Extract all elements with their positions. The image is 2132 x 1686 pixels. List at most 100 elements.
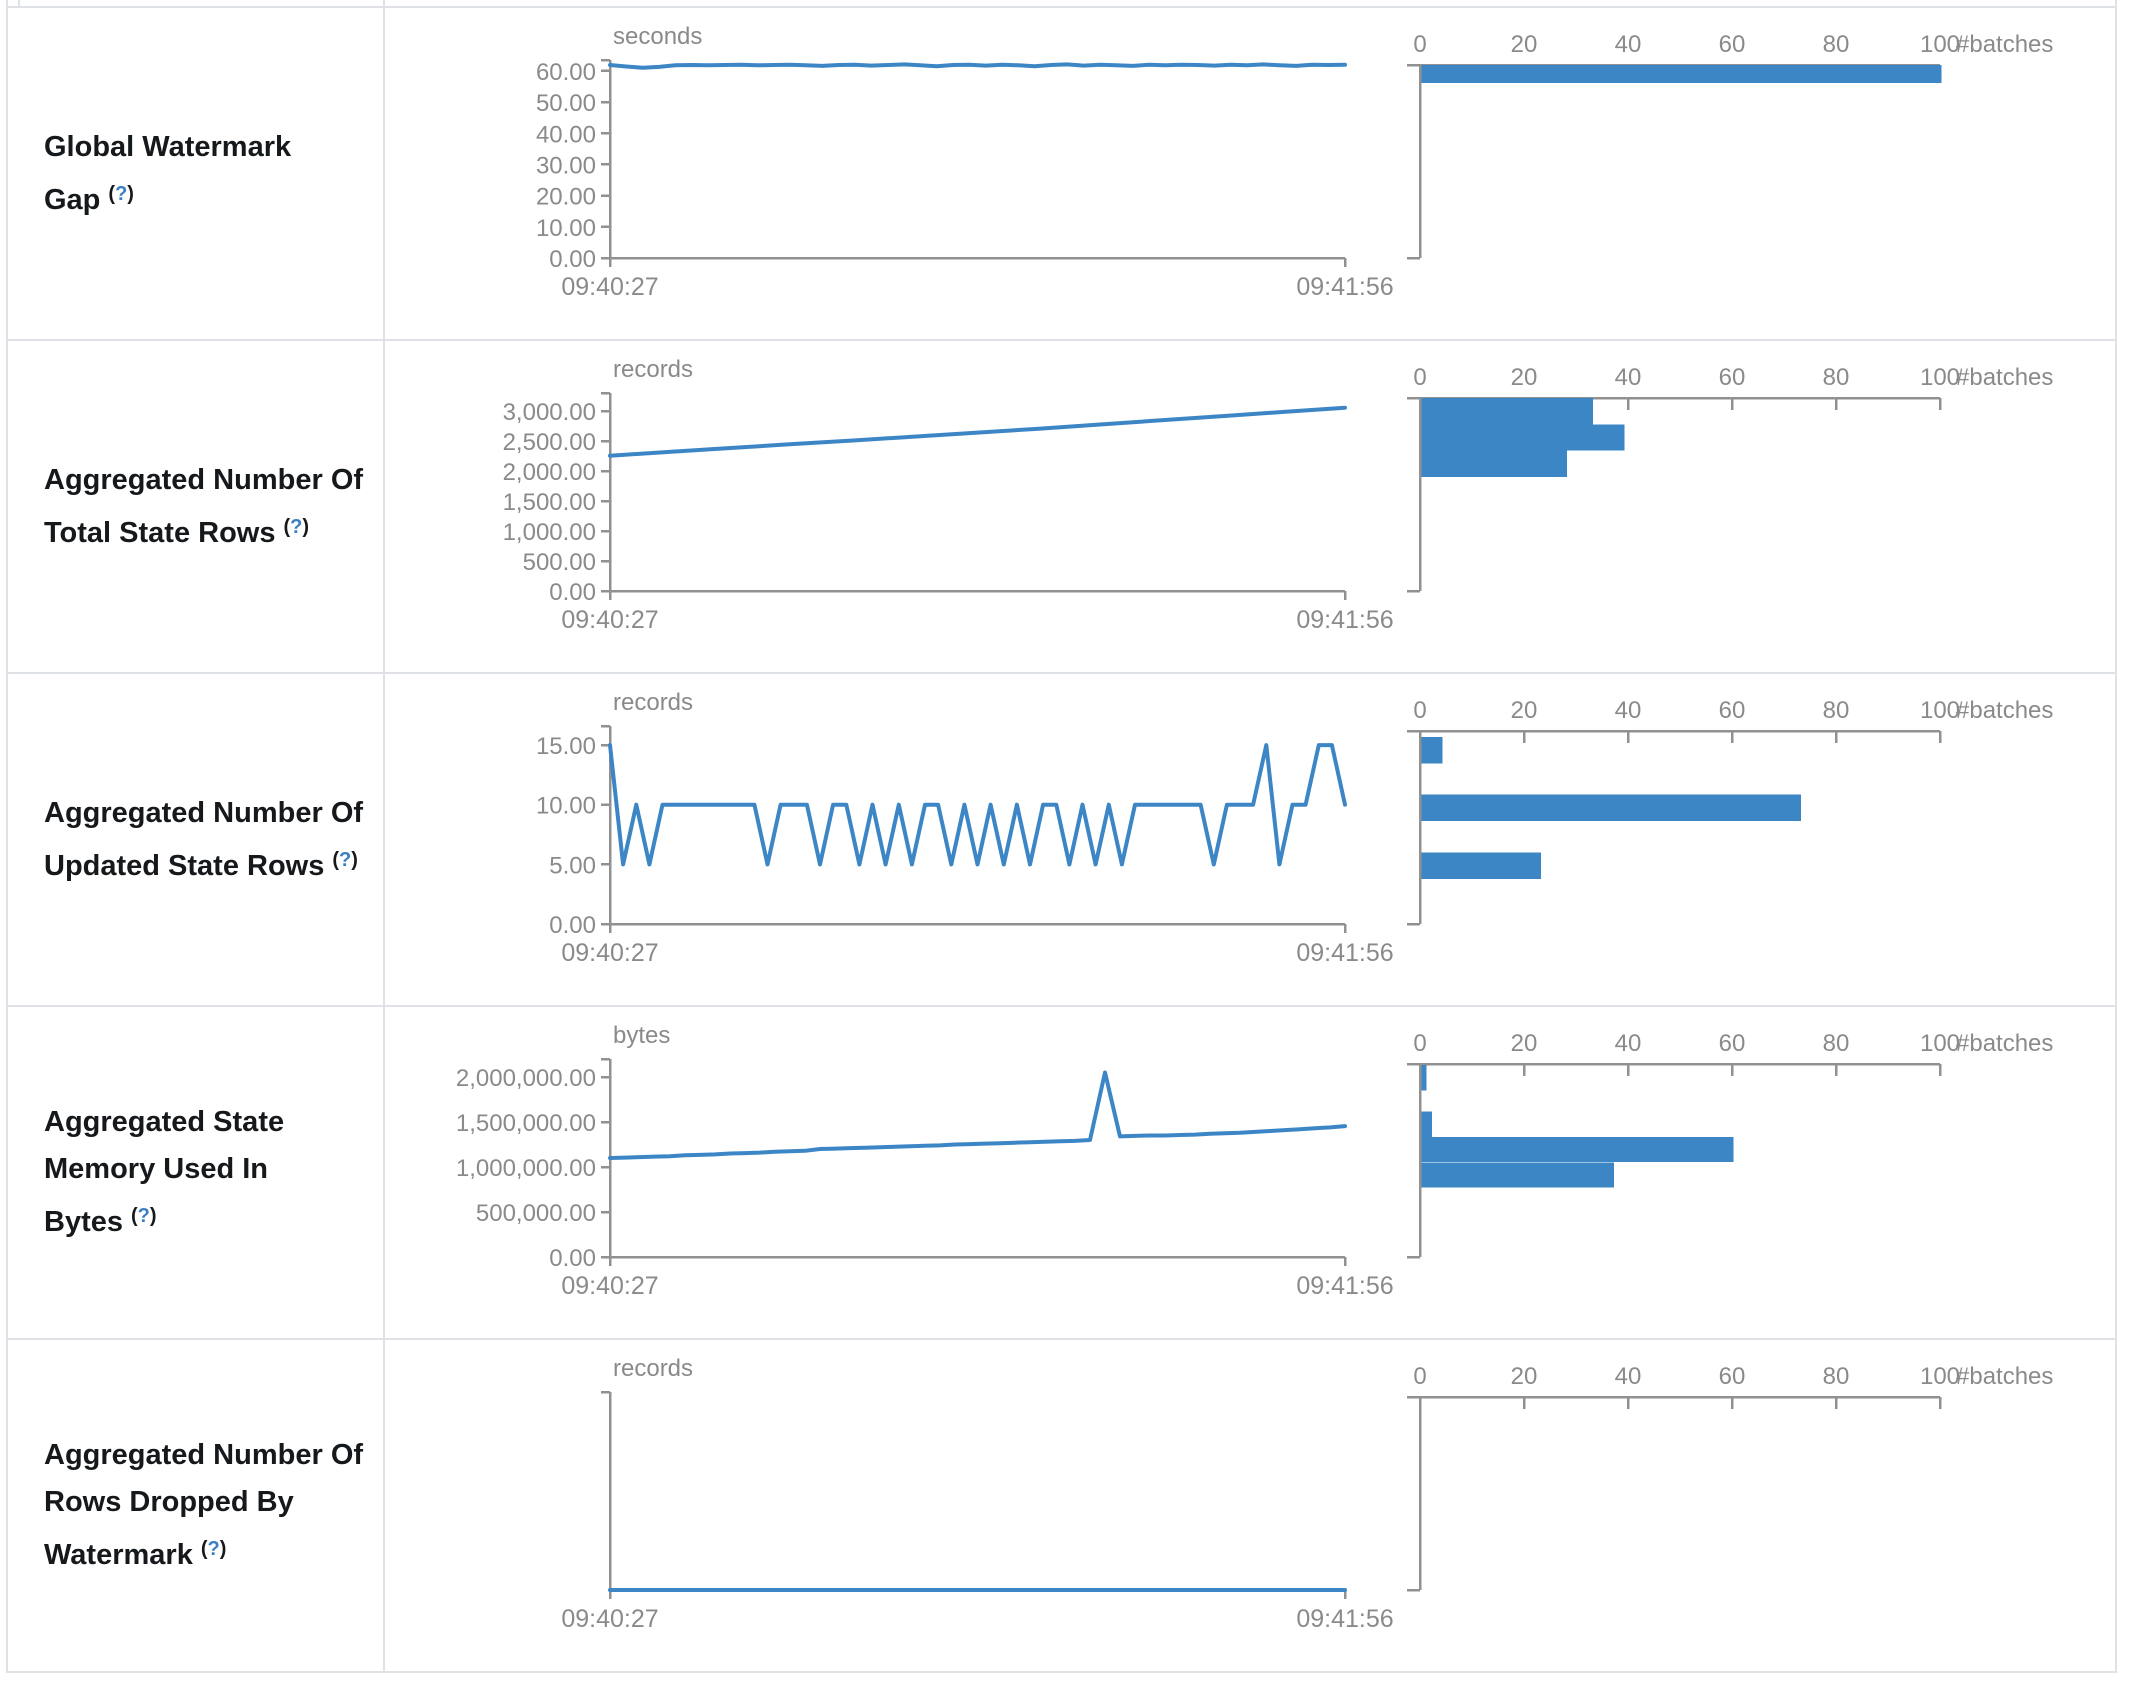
timeline-chart: 0.00 5.00 10.00 15.00 records 09:40:27 09:41:5…: [536, 689, 1394, 967]
help-link[interactable]: (?): [332, 849, 358, 871]
svg-text:10.00: 10.00: [536, 215, 596, 242]
svg-text:0: 0: [1413, 364, 1426, 391]
svg-text:500,000.00: 500,000.00: [476, 1200, 596, 1227]
histogram-chart: 0 20 40 60 80 100#batches: [1407, 1030, 2053, 1259]
paren-open: (: [108, 182, 116, 205]
svg-text:15.00: 15.00: [536, 733, 596, 760]
paren-close: ): [127, 182, 134, 205]
histogram-chart: 0 20 40 60 80 100#batches: [1407, 31, 2053, 260]
svg-text:seconds: seconds: [613, 23, 702, 50]
metric-label: Aggregated Number Of Total State Rows (?): [44, 457, 376, 557]
svg-text:50.00: 50.00: [536, 90, 596, 117]
svg-text:0: 0: [1413, 1030, 1426, 1057]
svg-text:40: 40: [1615, 697, 1642, 724]
svg-text:2,500.00: 2,500.00: [503, 429, 596, 456]
svg-text:09:40:27: 09:40:27: [561, 1272, 658, 1300]
svg-text:1,000,000.00: 1,000,000.00: [456, 1155, 596, 1182]
svg-text:60: 60: [1719, 364, 1746, 391]
svg-text:20.00: 20.00: [536, 184, 596, 211]
help-question-icon[interactable]: ?: [290, 515, 303, 538]
svg-text:0.00: 0.00: [549, 912, 596, 939]
svg-text:1,500,000.00: 1,500,000.00: [456, 1110, 596, 1137]
svg-text:bytes: bytes: [613, 1022, 670, 1049]
svg-text:40: 40: [1615, 31, 1642, 58]
svg-text:#batches: #batches: [1956, 1030, 2053, 1057]
svg-text:1,000.00: 1,000.00: [503, 519, 596, 546]
metric-row: Aggregated Number Of Rows Dropped By Wat…: [8, 1340, 2115, 1671]
svg-text:20: 20: [1511, 364, 1538, 391]
paren-open: (: [283, 515, 291, 538]
charts-cell: 0.00 5.00 10.00 15.00 records 09:40:27 09:41:5…: [385, 674, 2115, 1005]
svg-text:09:40:27: 09:40:27: [561, 273, 658, 301]
paren-close: ): [219, 1538, 227, 1560]
svg-text:10.00: 10.00: [536, 793, 596, 820]
metric-label: Aggregated State Memory Used In Bytes (?): [44, 1099, 376, 1246]
svg-text:09:41:56: 09:41:56: [1296, 273, 1393, 301]
svg-text:#batches: #batches: [1956, 697, 2053, 724]
metric-label-text: Aggregated Number Of Total State Rows: [44, 463, 364, 549]
svg-text:#batches: #batches: [1956, 364, 2053, 391]
charts-cell: records 09:40:27 09:41:56 0 20 40 60 80 100 #bat…: [385, 1340, 2115, 1671]
divider: [18, 0, 20, 8]
svg-text:#batches: #batches: [1956, 31, 2053, 58]
svg-text:80: 80: [1823, 697, 1850, 724]
charts-cell: 0.00 10.00 20.00 30.00 40.00 50.00 60.00 second…: [385, 8, 2115, 339]
help-link[interactable]: (?): [108, 183, 134, 205]
metric-label-cell: Aggregated State Memory Used In Bytes (?): [8, 1007, 385, 1338]
svg-text:40: 40: [1615, 1363, 1642, 1390]
svg-text:30.00: 30.00: [536, 152, 596, 179]
svg-text:2,000,000.00: 2,000,000.00: [456, 1065, 596, 1092]
help-question-icon[interactable]: ?: [207, 1538, 220, 1560]
metric-label: Aggregated Number Of Updated State Rows(…: [44, 790, 376, 890]
metric-label: Aggregated Number Of Rows Dropped By Wat…: [44, 1432, 376, 1579]
metric-row: Aggregated State Memory Used In Bytes (?)…: [8, 1007, 2115, 1340]
svg-text:1,500.00: 1,500.00: [503, 489, 596, 516]
svg-text:2,000.00: 2,000.00: [503, 459, 596, 486]
help-link[interactable]: (?): [284, 516, 310, 538]
svg-text:80: 80: [1823, 364, 1850, 391]
metric-label: Global Watermark Gap (?): [44, 124, 376, 224]
svg-text:100: 100: [1920, 1030, 1960, 1057]
svg-text:100: 100: [1920, 1363, 1960, 1390]
svg-text:records: records: [613, 689, 693, 716]
metric-label-text: Aggregated State Memory Used In Bytes: [44, 1106, 285, 1238]
help-link[interactable]: (?): [131, 1205, 157, 1227]
svg-text:0: 0: [1413, 31, 1426, 58]
histogram-chart: 0 20 40 60 80 100#batches: [1407, 697, 2053, 926]
svg-text:records: records: [613, 356, 693, 383]
metric-label-cell: Global Watermark Gap (?): [8, 8, 385, 339]
svg-text:09:41:56: 09:41:56: [1296, 1605, 1393, 1633]
charts-cell: 0.00 500.00 1,000.00 1,500.00 2,000.00 2,500.…: [385, 341, 2115, 672]
svg-text:0.00: 0.00: [549, 1245, 596, 1272]
svg-text:0.00: 0.00: [549, 579, 596, 606]
paren-close: ): [351, 848, 358, 871]
svg-text:09:40:27: 09:40:27: [561, 939, 658, 967]
svg-text:100: 100: [1920, 31, 1960, 58]
help-link[interactable]: (?): [201, 1538, 227, 1560]
metric-row: Global Watermark Gap (?) 0.00 10.00 20.00 30…: [8, 8, 2115, 341]
paren-open: (: [200, 1538, 208, 1560]
help-question-icon[interactable]: ?: [339, 848, 352, 871]
svg-text:60: 60: [1719, 697, 1746, 724]
svg-text:20: 20: [1511, 1363, 1538, 1390]
histogram-chart: 0 20 40 60 80 100#batches: [1407, 364, 2053, 593]
metric-label-cell: Aggregated Number Of Total State Rows (?): [8, 341, 385, 672]
svg-text:500.00: 500.00: [523, 549, 596, 576]
svg-text:100: 100: [1920, 697, 1960, 724]
help-question-icon[interactable]: ?: [115, 182, 128, 205]
svg-text:80: 80: [1823, 31, 1850, 58]
svg-text:60: 60: [1719, 31, 1746, 58]
svg-text:09:41:56: 09:41:56: [1296, 1272, 1393, 1300]
svg-text:0: 0: [1413, 697, 1426, 724]
paren-open: (: [332, 848, 340, 871]
svg-text:20: 20: [1511, 1030, 1538, 1057]
metric-label-text: Aggregated Number Of Rows Dropped By Wat…: [44, 1439, 364, 1571]
svg-text:60: 60: [1719, 1363, 1746, 1390]
charts-cell: 0.00 500,000.00 1,000,000.00 1,500,000.00 2,…: [385, 1007, 2115, 1338]
help-question-icon[interactable]: ?: [137, 1205, 150, 1227]
svg-text:80: 80: [1823, 1030, 1850, 1057]
svg-text:09:41:56: 09:41:56: [1296, 606, 1393, 634]
streaming-metrics-table: Global Watermark Gap (?) 0.00 10.00 20.00 30…: [6, 0, 2117, 1673]
paren-close: ): [302, 515, 310, 538]
svg-text:60: 60: [1719, 1030, 1746, 1057]
